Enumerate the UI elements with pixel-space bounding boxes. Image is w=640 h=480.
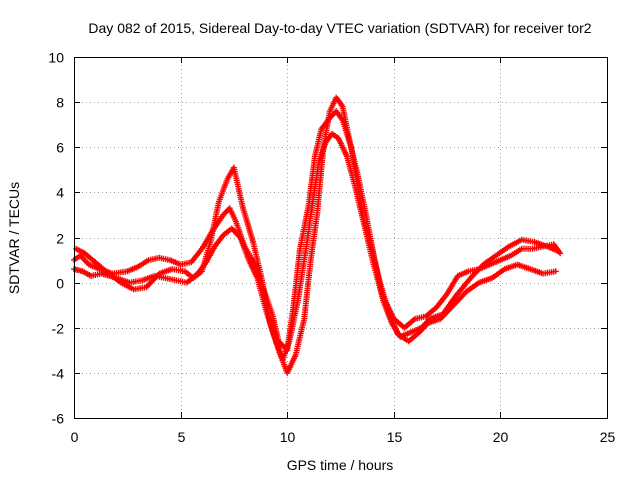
x-tick-label: 15 [387,429,403,445]
x-axis-label: GPS time / hours [287,457,394,473]
x-tick-label: 10 [280,429,296,445]
data-point [552,268,559,275]
x-tick-label: 0 [71,429,79,445]
x-tick-label: 5 [178,429,186,445]
series-track-1 [71,108,564,354]
chart-title: Day 082 of 2015, Sidereal Day-to-day VTE… [88,20,591,36]
y-tick-label: 4 [56,185,64,201]
y-tick-label: 0 [56,276,64,292]
data-points [71,94,564,376]
y-tick-label: 2 [56,231,64,247]
y-tick-label: 6 [56,140,64,156]
plot-frame [74,57,608,419]
x-tick-label: 20 [493,429,509,445]
y-tick-label: -2 [52,321,65,337]
y-tick-label: 10 [48,50,64,66]
grid [74,57,607,418]
series-track-3 [73,94,561,376]
y-axis-label: SDTVAR / TECUs [6,182,22,294]
x-tick-label: 25 [600,429,616,445]
data-point [555,248,561,254]
y-tick-label: 8 [56,95,64,111]
y-tick-label: -6 [52,411,65,427]
y-tick-label: -4 [52,366,65,382]
